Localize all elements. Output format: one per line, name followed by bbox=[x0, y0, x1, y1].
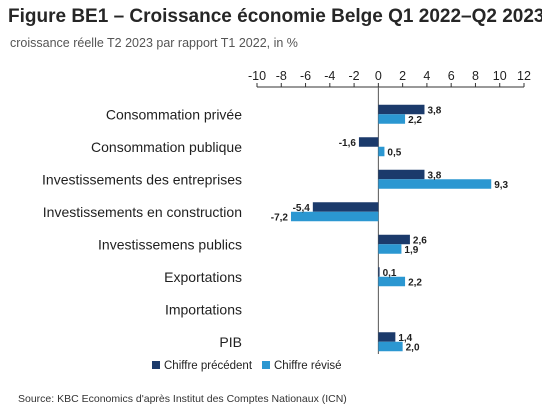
x-tick-label: -2 bbox=[349, 69, 360, 83]
data-label: 2,0 bbox=[406, 342, 420, 353]
bar bbox=[378, 267, 380, 277]
bar bbox=[378, 179, 492, 189]
category-label: Exportations bbox=[164, 269, 242, 285]
data-label: -7,2 bbox=[271, 212, 289, 223]
x-tick-label: -4 bbox=[324, 69, 335, 83]
legend-label: Chiffre précédent bbox=[164, 360, 253, 372]
x-tick-label: 8 bbox=[472, 69, 479, 83]
x-tick-label: 6 bbox=[448, 69, 455, 83]
x-tick-label: 2 bbox=[399, 69, 406, 83]
data-label: 3,8 bbox=[427, 105, 441, 116]
x-tick-label: -10 bbox=[248, 69, 266, 83]
bar bbox=[378, 104, 425, 115]
data-label: 2,2 bbox=[408, 277, 422, 288]
x-tick-label: 0 bbox=[375, 69, 382, 83]
data-label: 9,3 bbox=[494, 180, 508, 191]
data-label: 2,6 bbox=[413, 235, 427, 246]
legend-swatch bbox=[262, 361, 270, 369]
category-label: Importations bbox=[165, 301, 242, 317]
category-labels: Consommation privée Consommation publique… bbox=[42, 106, 242, 350]
x-tick-label: -6 bbox=[300, 69, 311, 83]
bar bbox=[358, 137, 379, 147]
x-tick-label: -8 bbox=[276, 69, 287, 83]
source-note: Source: KBC Economics d'après Institut d… bbox=[18, 393, 347, 405]
category-label: Consommation privée bbox=[106, 106, 242, 122]
data-label: -5,4 bbox=[293, 203, 311, 214]
data-labels: 3,8 2,2 -1,6 0,5 3,8 9,3 -5,4 -7,2 2,61,9 0,1 2,2 1… bbox=[271, 105, 509, 353]
data-label: 1,4 bbox=[398, 333, 412, 344]
legend: Chiffre précédent Chiffre révisé bbox=[152, 360, 342, 372]
chart-title: Figure BE1 – Croissance économie Belge Q… bbox=[8, 6, 542, 27]
category-label: Investissements des entreprises bbox=[42, 171, 242, 187]
bar bbox=[378, 169, 425, 180]
data-label: 0,5 bbox=[387, 147, 401, 158]
data-label: 2,2 bbox=[408, 115, 422, 126]
bars bbox=[290, 104, 492, 352]
data-label: 0,1 bbox=[383, 268, 397, 279]
bar bbox=[378, 341, 403, 352]
category-label: Investissements en construction bbox=[43, 204, 242, 220]
bar bbox=[378, 146, 385, 157]
x-tick-label: 10 bbox=[493, 69, 507, 83]
bar bbox=[378, 276, 406, 287]
category-label: PIB bbox=[219, 334, 242, 350]
bar-chart: -10 -8 -6 -4 -2 0 2 4 6 8 10 12 Consommation privée… bbox=[42, 69, 531, 372]
data-label: 3,8 bbox=[427, 170, 441, 181]
bar bbox=[378, 114, 406, 124]
chart-subtitle: croissance réelle T2 2023 par rapport T1… bbox=[10, 36, 298, 50]
legend-label: Chiffre révisé bbox=[274, 360, 342, 372]
category-label: Investissemens publics bbox=[98, 236, 242, 252]
data-label: -1,6 bbox=[339, 138, 357, 149]
bar bbox=[290, 211, 379, 222]
data-label: 1,9 bbox=[404, 245, 418, 256]
legend-swatch bbox=[152, 361, 160, 369]
bar bbox=[312, 202, 379, 212]
x-tick-label: 12 bbox=[517, 69, 531, 83]
bar bbox=[378, 234, 410, 245]
x-tick-label: 4 bbox=[423, 69, 430, 83]
bar bbox=[378, 244, 402, 254]
category-label: Consommation publique bbox=[91, 139, 242, 155]
bar bbox=[378, 332, 396, 342]
